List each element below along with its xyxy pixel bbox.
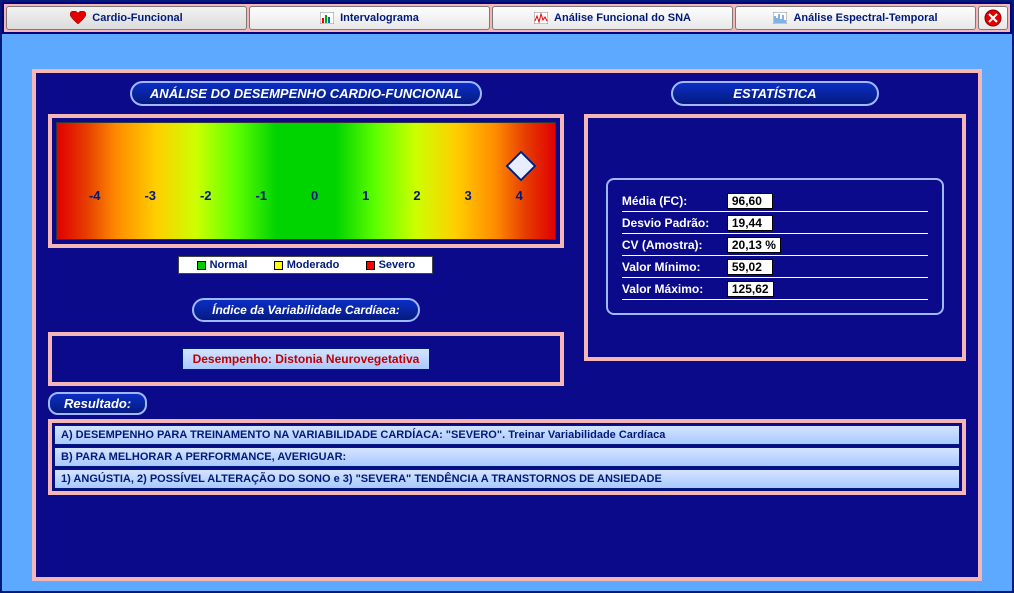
spectrum-icon xyxy=(773,12,787,24)
app-window: Cardio-Funcional Intervalograma Análise … xyxy=(0,0,1014,593)
heart-icon xyxy=(70,11,86,25)
tab-intervalograma[interactable]: Intervalograma xyxy=(249,6,490,30)
tab-label: Intervalograma xyxy=(340,12,419,24)
content-panel: ANÁLISE DO DESEMPENHO CARDIO-FUNCIONAL -… xyxy=(32,69,982,581)
stat-media: Média (FC):96,60 xyxy=(622,193,928,212)
tab-cardio-funcional[interactable]: Cardio-Funcional xyxy=(6,6,247,30)
performance-scale: -4-3-2-101234 xyxy=(56,122,556,240)
legend: Normal Moderado Severo xyxy=(178,256,433,274)
result-line: 1) ANGÚSTIA, 2) POSSÍVEL ALTERAÇÃO DO SO… xyxy=(54,469,960,489)
hrv-index-header: Índice da Variabilidade Cardíaca: xyxy=(192,298,420,322)
close-button[interactable] xyxy=(978,6,1008,30)
tab-label: Análise Espectral-Temporal xyxy=(793,12,937,24)
result-header: Resultado: xyxy=(48,392,147,415)
close-icon xyxy=(984,9,1002,27)
scale-marker xyxy=(506,151,537,182)
tab-label: Cardio-Funcional xyxy=(92,12,182,24)
tab-analise-sna[interactable]: Análise Funcional do SNA xyxy=(492,6,733,30)
main-area: ANÁLISE DO DESEMPENHO CARDIO-FUNCIONAL -… xyxy=(2,34,1012,591)
pulsechart-icon xyxy=(534,12,548,24)
stat-max: Valor Máximo:125,62 xyxy=(622,281,928,300)
legend-swatch-red xyxy=(366,261,375,270)
analysis-header: ANÁLISE DO DESEMPENHO CARDIO-FUNCIONAL xyxy=(130,81,482,106)
result-box: A) DESEMPENHO PARA TREINAMENTO NA VARIAB… xyxy=(48,419,966,495)
top-toolbar: Cardio-Funcional Intervalograma Análise … xyxy=(2,2,1012,34)
stat-desvio: Desvio Padrão:19,44 xyxy=(622,215,928,234)
legend-severo: Severo xyxy=(366,259,416,271)
stat-min: Valor Mínimo:59,02 xyxy=(622,259,928,278)
legend-moderado: Moderado xyxy=(274,259,340,271)
legend-swatch-yellow xyxy=(274,261,283,270)
scale-labels: -4-3-2-101234 xyxy=(57,188,555,203)
spectrum-container: -4-3-2-101234 xyxy=(48,114,564,248)
performance-text: Desempenho: Distonia Neurovegetativa xyxy=(182,348,431,370)
legend-swatch-green xyxy=(197,261,206,270)
statistics-panel: Média (FC):96,60 Desvio Padrão:19,44 CV … xyxy=(584,114,966,361)
stat-cv: CV (Amostra):20,13 % xyxy=(622,237,928,256)
barchart-icon xyxy=(320,12,334,24)
tab-espectral-temporal[interactable]: Análise Espectral-Temporal xyxy=(735,6,976,30)
tab-label: Análise Funcional do SNA xyxy=(554,12,691,24)
legend-normal: Normal xyxy=(197,259,248,271)
result-line: A) DESEMPENHO PARA TREINAMENTO NA VARIAB… xyxy=(54,425,960,445)
result-line: B) PARA MELHORAR A PERFORMANCE, AVERIGUA… xyxy=(54,447,960,467)
statistics-header: ESTATÍSTICA xyxy=(671,81,878,106)
performance-box: Desempenho: Distonia Neurovegetativa xyxy=(48,332,564,386)
